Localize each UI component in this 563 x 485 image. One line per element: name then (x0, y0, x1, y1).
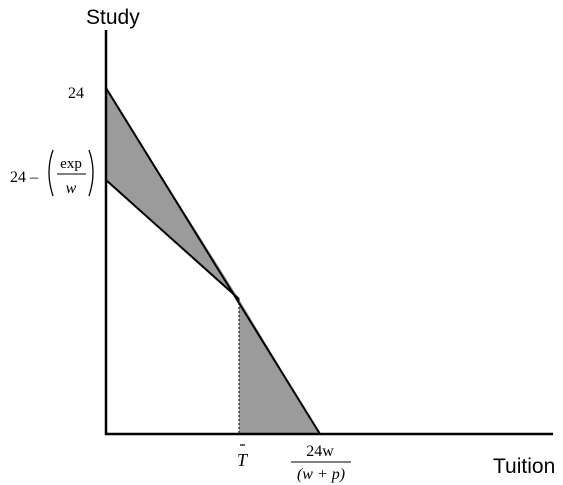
y-axis-title: Study (86, 6, 140, 29)
y-tick-lower-denominator: w (66, 180, 77, 197)
y-tick-24: 24 (68, 85, 84, 102)
y-tick-lower-prefix: 24 – (10, 169, 39, 186)
steep-budget-line (105, 87, 321, 435)
x-axis-title: Tuition (493, 455, 555, 478)
x-tick-intercept-numerator: 24w (306, 443, 334, 460)
x-tick-intercept-denominator: (w + p) (297, 466, 345, 483)
left-paren-icon (48, 149, 54, 197)
x-tick-t-bar: T (237, 450, 249, 470)
right-paren-icon (88, 149, 94, 197)
flat-budget-line (105, 179, 240, 300)
y-tick-lower-numerator: exp (60, 156, 82, 172)
